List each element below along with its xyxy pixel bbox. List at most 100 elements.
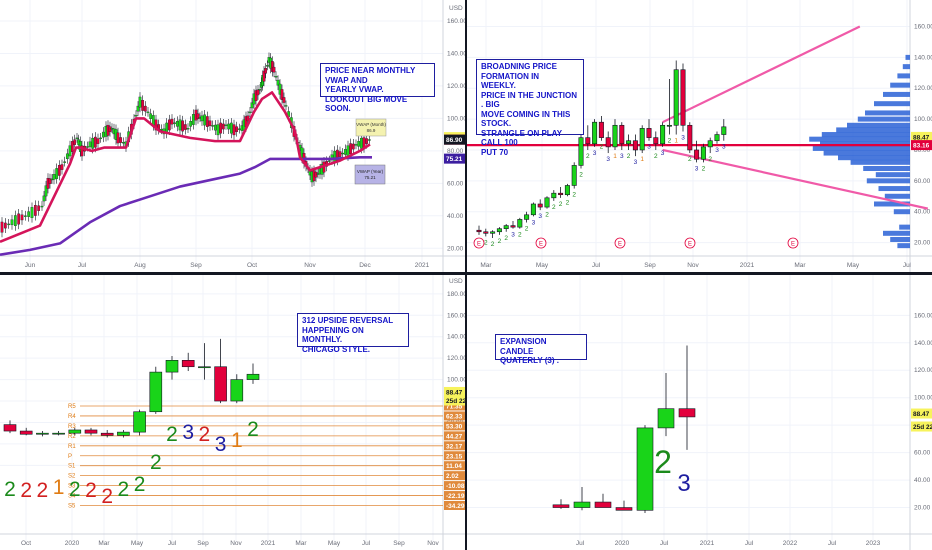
candle-body <box>99 137 103 140</box>
x-tick-label: 2021 <box>740 262 755 269</box>
candle-strat-label: 3 <box>182 421 194 444</box>
candle-strat-label: 2 <box>498 238 502 245</box>
candle-strat-label: 3 <box>215 433 227 456</box>
candle-body <box>73 139 77 145</box>
panel-monthly-chart[interactable]: 20.0040.0060.0080.00100.00120.00140.0016… <box>0 275 465 550</box>
candle-body <box>636 427 654 511</box>
volume-profile-bar <box>866 178 910 184</box>
candle-body <box>246 115 250 122</box>
candle-body <box>57 164 61 176</box>
quarterly-chart-canvas[interactable]: 20.0040.0060.0080.00100.00120.00140.0016… <box>467 275 932 550</box>
candle-body <box>52 432 65 435</box>
x-tick-label: Aug <box>134 262 146 269</box>
candle-strat-label: 2 <box>552 204 556 211</box>
volume-profile-bar <box>890 82 910 88</box>
candle-body <box>186 127 190 130</box>
pivot-tag <box>444 431 465 441</box>
candle-body <box>170 118 174 125</box>
candle-body <box>341 152 345 155</box>
price-tag <box>444 386 465 397</box>
y-tick-label: 100.00 <box>447 115 465 122</box>
candle-body <box>687 124 693 151</box>
candle-strat-label: 2 <box>504 235 508 242</box>
candle-body <box>116 132 120 144</box>
candle-strat-label: 2 <box>199 423 211 446</box>
volume-profile-bar <box>812 145 910 151</box>
y-tick-label: 100.00 <box>914 116 932 123</box>
candle-body <box>48 178 52 184</box>
y-tick-label: 160.00 <box>447 18 465 25</box>
volume-profile-bar <box>897 243 910 249</box>
candle-body <box>700 146 706 160</box>
candle-strat-label: 2 <box>20 479 32 502</box>
candle-body <box>33 205 37 216</box>
candle-strat-label: 2 <box>579 171 583 178</box>
volume-profile-bar <box>883 91 910 97</box>
candle-body <box>10 219 14 226</box>
earnings-marker <box>787 237 799 249</box>
x-tick-label: Jul <box>745 540 754 547</box>
candle-body <box>510 225 516 228</box>
volume-profile-bar <box>902 64 910 70</box>
candle-body <box>88 141 92 148</box>
candle-body <box>714 134 720 142</box>
volume-profile-bar <box>874 101 910 107</box>
pivot-tag <box>444 471 465 481</box>
panel-daily-chart[interactable]: 20.00 40.00 60.00 80.00 100.00 120.00 140.00 16… <box>0 0 465 272</box>
candle-body <box>133 411 146 433</box>
candle-body <box>138 96 142 108</box>
pivot-tag-label: 44.27 <box>446 433 463 440</box>
price-tag-label: 25d 22h <box>446 398 465 405</box>
candle-strat-label: 2 <box>101 485 113 508</box>
pivot-label: S5 <box>68 504 76 510</box>
candle-body <box>476 229 482 233</box>
candle-body <box>254 90 258 102</box>
candle-body <box>27 211 31 217</box>
candle-body <box>544 197 550 208</box>
daily-chart-canvas[interactable]: 20.00 40.00 60.00 80.00 100.00 120.00 140.00 16… <box>0 0 465 272</box>
candle-strat-label: 2 <box>708 156 712 163</box>
candle-strat-label: 2 <box>600 144 604 151</box>
panel-weekly-chart[interactable]: 20.00 40.00 60.00 80.00 100.00 120.00 140.00 16… <box>467 0 932 272</box>
y-tick-label: 120.00 <box>447 355 465 362</box>
candle-body <box>517 219 523 228</box>
candle-body <box>159 129 163 131</box>
candle-body <box>235 126 239 132</box>
candle-body <box>666 124 672 127</box>
pivot-tag <box>444 411 465 421</box>
pivot-label: R5 <box>68 404 76 410</box>
candle-body <box>65 153 69 160</box>
earnings-marker-label: E <box>618 242 622 248</box>
y-tick-label: 140.00 <box>914 340 932 347</box>
price-tag-label: 83.16 <box>913 143 930 150</box>
x-tick-label: Nov <box>304 262 316 269</box>
y-tick-label: 140.00 <box>914 54 932 61</box>
monthly-vwap-line <box>0 91 371 243</box>
vertical-divider <box>465 0 467 550</box>
candle-body <box>265 65 269 67</box>
candle-strat-label: 2 <box>85 479 97 502</box>
x-tick-label: May <box>328 540 341 547</box>
candle-body <box>274 76 278 78</box>
x-tick-label: Jul <box>168 540 177 547</box>
candle-body <box>351 143 355 150</box>
candle-body <box>20 214 24 221</box>
candle-body <box>598 121 604 138</box>
candle-strat-label: 3 <box>677 470 690 497</box>
candle-body <box>214 366 227 402</box>
panel-quarterly-chart[interactable]: 20.0040.0060.0080.00100.00120.00140.0016… <box>467 275 932 550</box>
price-tag <box>911 408 932 419</box>
x-tick-label: Sep <box>393 540 405 547</box>
candle-strat-label: 3 <box>681 134 685 141</box>
x-tick-label: Oct <box>21 540 31 547</box>
pivot-label: S1 <box>68 464 76 470</box>
candle-body <box>52 174 56 180</box>
weekly-chart-canvas[interactable]: 20.00 40.00 60.00 80.00 100.00 120.00 140.00 16… <box>467 0 932 272</box>
price-tag <box>911 140 932 151</box>
candle-strat-label: 3 <box>695 165 699 172</box>
y-tick-label: 80.00 <box>914 147 931 154</box>
candle-body <box>208 120 212 127</box>
candle-strat-label: 2 <box>668 138 672 145</box>
candle-body <box>483 231 489 234</box>
candle-strat-label: 2 <box>69 478 81 501</box>
